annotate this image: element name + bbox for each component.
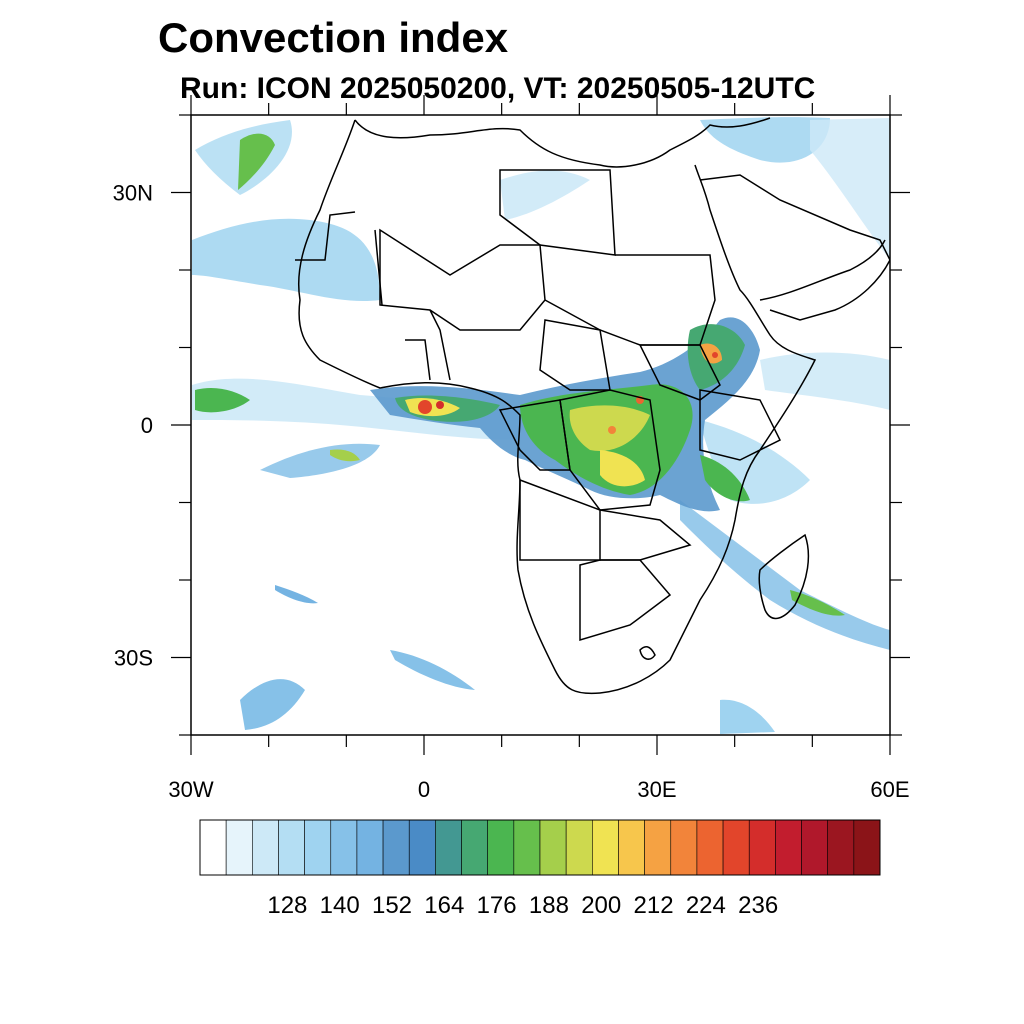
colorbar-swatch	[435, 819, 462, 876]
colorbar-label: 164	[424, 892, 464, 919]
colorbar-swatch	[644, 819, 672, 876]
colorbar-swatch	[853, 819, 881, 876]
colorbar-label: 152	[372, 892, 412, 919]
colorbar-label: 128	[267, 892, 307, 919]
colorbar-label: 188	[529, 892, 569, 919]
colorbar-swatch	[775, 819, 802, 876]
colorbar-label: 176	[477, 892, 517, 919]
axis-tick-labels: 30N 0 30S 30W 0 30E 60E	[113, 181, 910, 803]
colorbar: 128 140 152 164 176 188 200 212 224 236	[199, 819, 881, 919]
coastlines-borders	[295, 117, 890, 695]
colorbar-swatch	[722, 819, 750, 876]
lon-tick-label: 30W	[168, 777, 213, 802]
colorbar-swatch	[487, 819, 515, 876]
colorbar-outline	[199, 819, 881, 876]
colorbar-swatch	[330, 819, 358, 876]
colorbar-swatch	[827, 819, 855, 876]
lon-tick-label: 30E	[637, 777, 676, 802]
colorbar-label: 224	[686, 892, 726, 919]
colorbar-label: 140	[320, 892, 360, 919]
chart-title: Convection index	[158, 14, 509, 61]
colorbar-label: 236	[738, 892, 778, 919]
colorbar-swatch	[565, 819, 593, 876]
lat-tick-label: 0	[141, 413, 153, 438]
colorbar-swatch	[513, 819, 541, 876]
lat-tick-label: 30S	[114, 646, 153, 671]
lon-tick-label: 0	[418, 777, 430, 802]
colorbar-swatch	[539, 819, 567, 876]
lon-tick-label: 60E	[870, 777, 909, 802]
chart-subtitle: Run: ICON 2025050200, VT: 20250505-12UTC	[180, 72, 816, 105]
colorbar-swatch	[356, 819, 384, 876]
colorbar-swatch	[461, 819, 488, 876]
colorbar-swatch	[748, 819, 776, 876]
colorbar-swatch	[382, 819, 410, 876]
colorbar-swatch	[225, 819, 253, 876]
colorbar-swatch	[801, 819, 828, 876]
colorbar-label: 200	[581, 892, 621, 919]
lat-tick-label: 30N	[113, 181, 153, 206]
colorbar-swatch	[252, 819, 279, 876]
colorbar-label: 212	[634, 892, 674, 919]
convection-field	[192, 117, 890, 734]
colorbar-swatch	[278, 819, 305, 876]
colorbar-swatch	[199, 819, 227, 876]
colorbar-swatch	[408, 819, 436, 876]
colorbar-swatch	[592, 819, 619, 876]
axis-ticks	[171, 95, 910, 755]
colorbar-swatch	[670, 819, 698, 876]
colorbar-swatch	[618, 819, 645, 876]
colorbar-swatch	[304, 819, 332, 876]
colorbar-swatch	[696, 819, 724, 876]
